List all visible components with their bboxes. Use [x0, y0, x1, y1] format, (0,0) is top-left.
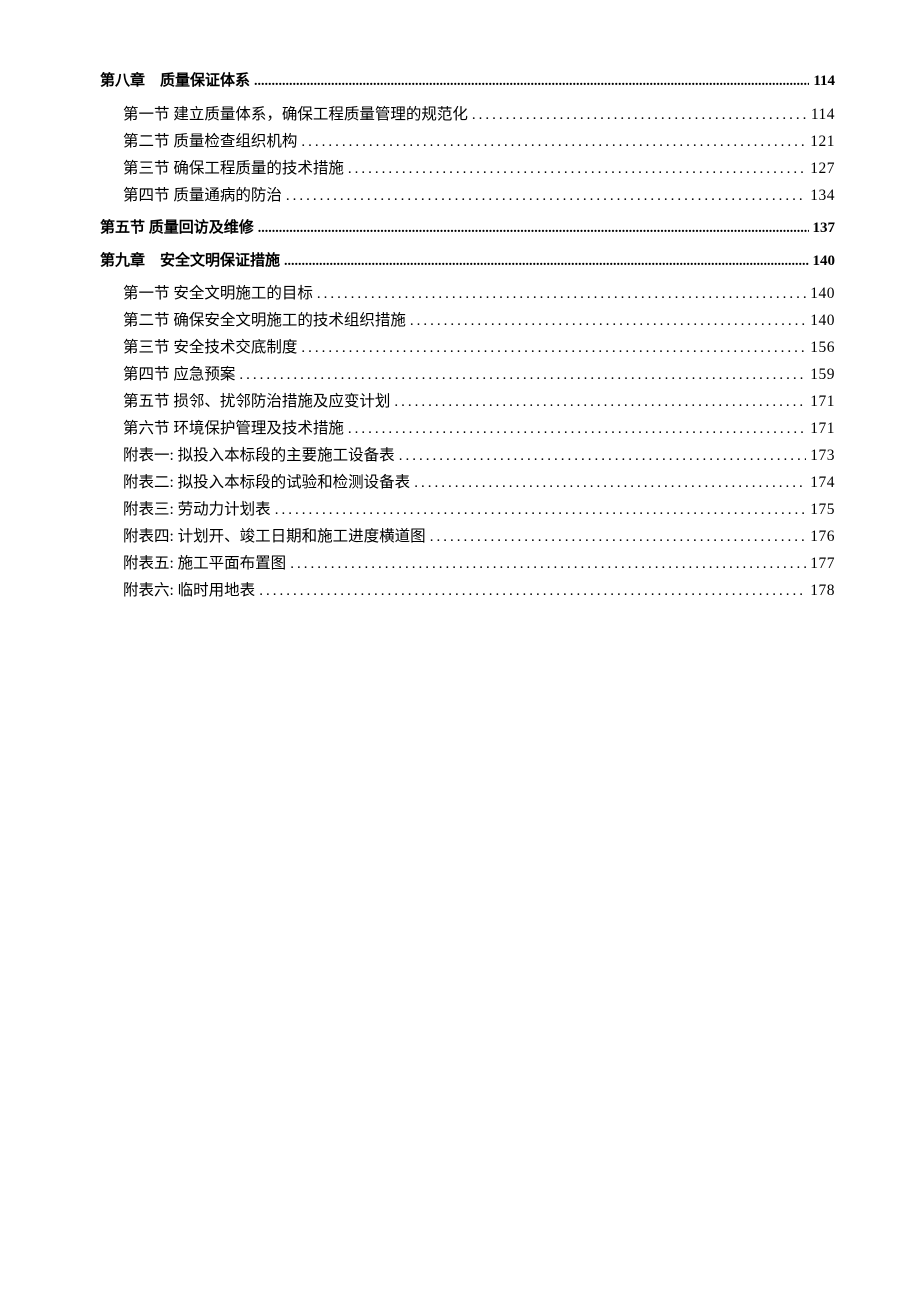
toc-leader-dots: ........................................…: [394, 391, 806, 414]
toc-entry-label: 附表二: 拟投入本标段的试验和检测设备表: [123, 471, 410, 494]
toc-leader-dots: ........................................…: [258, 218, 809, 239]
toc-leader-dots: ........................................…: [239, 364, 806, 387]
toc-entry: 第三节 确保工程质量的技术措施.........................…: [100, 157, 835, 181]
toc-entry-page: 140: [810, 309, 835, 332]
toc-entry-label: 附表一: 拟投入本标段的主要施工设备表: [123, 444, 395, 467]
toc-leader-dots: ........................................…: [472, 104, 807, 127]
toc-leader-dots: ........................................…: [410, 310, 806, 333]
toc-entry-page: 177: [810, 552, 835, 575]
toc-entry: 附表五: 施工平面布置图............................…: [100, 552, 835, 576]
toc-entry-label: 第五节 质量回访及维修: [100, 217, 254, 240]
toc-leader-dots: ........................................…: [301, 131, 806, 154]
toc-entry-label: 附表六: 临时用地表: [123, 579, 255, 602]
toc-leader-dots: ........................................…: [430, 526, 807, 549]
toc-entry-label: 第三节 安全技术交底制度: [123, 336, 297, 359]
toc-entry: 附表四: 计划开、竣工日期和施工进度横道图...................…: [100, 525, 835, 549]
toc-entry: 附表一: 拟投入本标段的主要施工设备表.....................…: [100, 444, 835, 468]
toc-entry-label: 第一节 安全文明施工的目标: [123, 282, 313, 305]
toc-entry: 第五节 质量回访及维修.............................…: [100, 217, 835, 240]
toc-entry: 附表二: 拟投入本标段的试验和检测设备表....................…: [100, 471, 835, 495]
toc-leader-dots: ........................................…: [348, 418, 806, 441]
toc-entry-label: 附表三: 劳动力计划表: [123, 498, 271, 521]
toc-entry-label: 第二节 确保安全文明施工的技术组织措施: [123, 309, 406, 332]
toc-entry-page: 127: [810, 157, 835, 180]
toc-entry-page: 114: [811, 103, 835, 126]
toc-entry: 第八章 质量保证体系..............................…: [100, 70, 835, 93]
toc-entry-page: 174: [810, 471, 835, 494]
toc-entry-page: 171: [810, 390, 835, 413]
toc-entry-page: 171: [810, 417, 835, 440]
toc-entry: 第一节 建立质量体系，确保工程质量管理的规范化.................…: [100, 103, 835, 127]
toc-entry-page: 137: [813, 217, 836, 240]
toc-entry-label: 第一节 建立质量体系，确保工程质量管理的规范化: [123, 103, 468, 126]
toc-entry-page: 140: [813, 250, 836, 273]
toc-entry: 第五节 损邻、扰邻防治措施及应变计划......................…: [100, 390, 835, 414]
toc-entry-label: 第八章 质量保证体系: [100, 70, 250, 93]
toc-leader-dots: ........................................…: [286, 185, 806, 208]
toc-entry-page: 121: [810, 130, 835, 153]
toc-entry-page: 156: [810, 336, 835, 359]
toc-entry-page: 134: [810, 184, 835, 207]
toc-entry-label: 第五节 损邻、扰邻防治措施及应变计划: [123, 390, 390, 413]
toc-entry: 附表三: 劳动力计划表.............................…: [100, 498, 835, 522]
toc-entry-label: 附表四: 计划开、竣工日期和施工进度横道图: [123, 525, 426, 548]
toc-entry: 第二节 质量检查组织机构............................…: [100, 130, 835, 154]
toc-entry-page: 176: [810, 525, 835, 548]
toc-leader-dots: ........................................…: [259, 580, 806, 603]
toc-entry-label: 第三节 确保工程质量的技术措施: [123, 157, 344, 180]
toc-leader-dots: ........................................…: [275, 499, 807, 522]
toc-entry: 附表六: 临时用地表..............................…: [100, 579, 835, 603]
toc-leader-dots: ........................................…: [348, 158, 806, 181]
toc-entry: 第四节 质量通病的防治.............................…: [100, 184, 835, 208]
toc-entry-label: 第六节 环境保护管理及技术措施: [123, 417, 344, 440]
toc-leader-dots: ........................................…: [414, 472, 806, 495]
toc-entry-page: 178: [810, 579, 835, 602]
toc-entry-label: 附表五: 施工平面布置图: [123, 552, 286, 575]
table-of-contents: 第八章 质量保证体系..............................…: [100, 70, 835, 603]
toc-leader-dots: ........................................…: [290, 553, 806, 576]
toc-leader-dots: ........................................…: [254, 71, 809, 92]
toc-leader-dots: ........................................…: [284, 251, 808, 272]
toc-entry-label: 第四节 质量通病的防治: [123, 184, 282, 207]
toc-entry-label: 第四节 应急预案: [123, 363, 235, 386]
toc-entry: 第四节 应急预案................................…: [100, 363, 835, 387]
toc-entry-page: 173: [810, 444, 835, 467]
toc-entry: 第九章 安全文明保证措施............................…: [100, 250, 835, 273]
toc-leader-dots: ........................................…: [317, 283, 806, 306]
toc-entry: 第三节 安全技术交底制度............................…: [100, 336, 835, 360]
toc-entry: 第二节 确保安全文明施工的技术组织措施.....................…: [100, 309, 835, 333]
toc-entry-label: 第九章 安全文明保证措施: [100, 250, 280, 273]
toc-entry-page: 140: [810, 282, 835, 305]
toc-entry-page: 159: [810, 363, 835, 386]
toc-entry-page: 114: [813, 70, 835, 93]
toc-entry-label: 第二节 质量检查组织机构: [123, 130, 297, 153]
toc-leader-dots: ........................................…: [399, 445, 807, 468]
toc-entry: 第六节 环境保护管理及技术措施.........................…: [100, 417, 835, 441]
toc-entry-page: 175: [810, 498, 835, 521]
toc-entry: 第一节 安全文明施工的目标...........................…: [100, 282, 835, 306]
toc-leader-dots: ........................................…: [301, 337, 806, 360]
